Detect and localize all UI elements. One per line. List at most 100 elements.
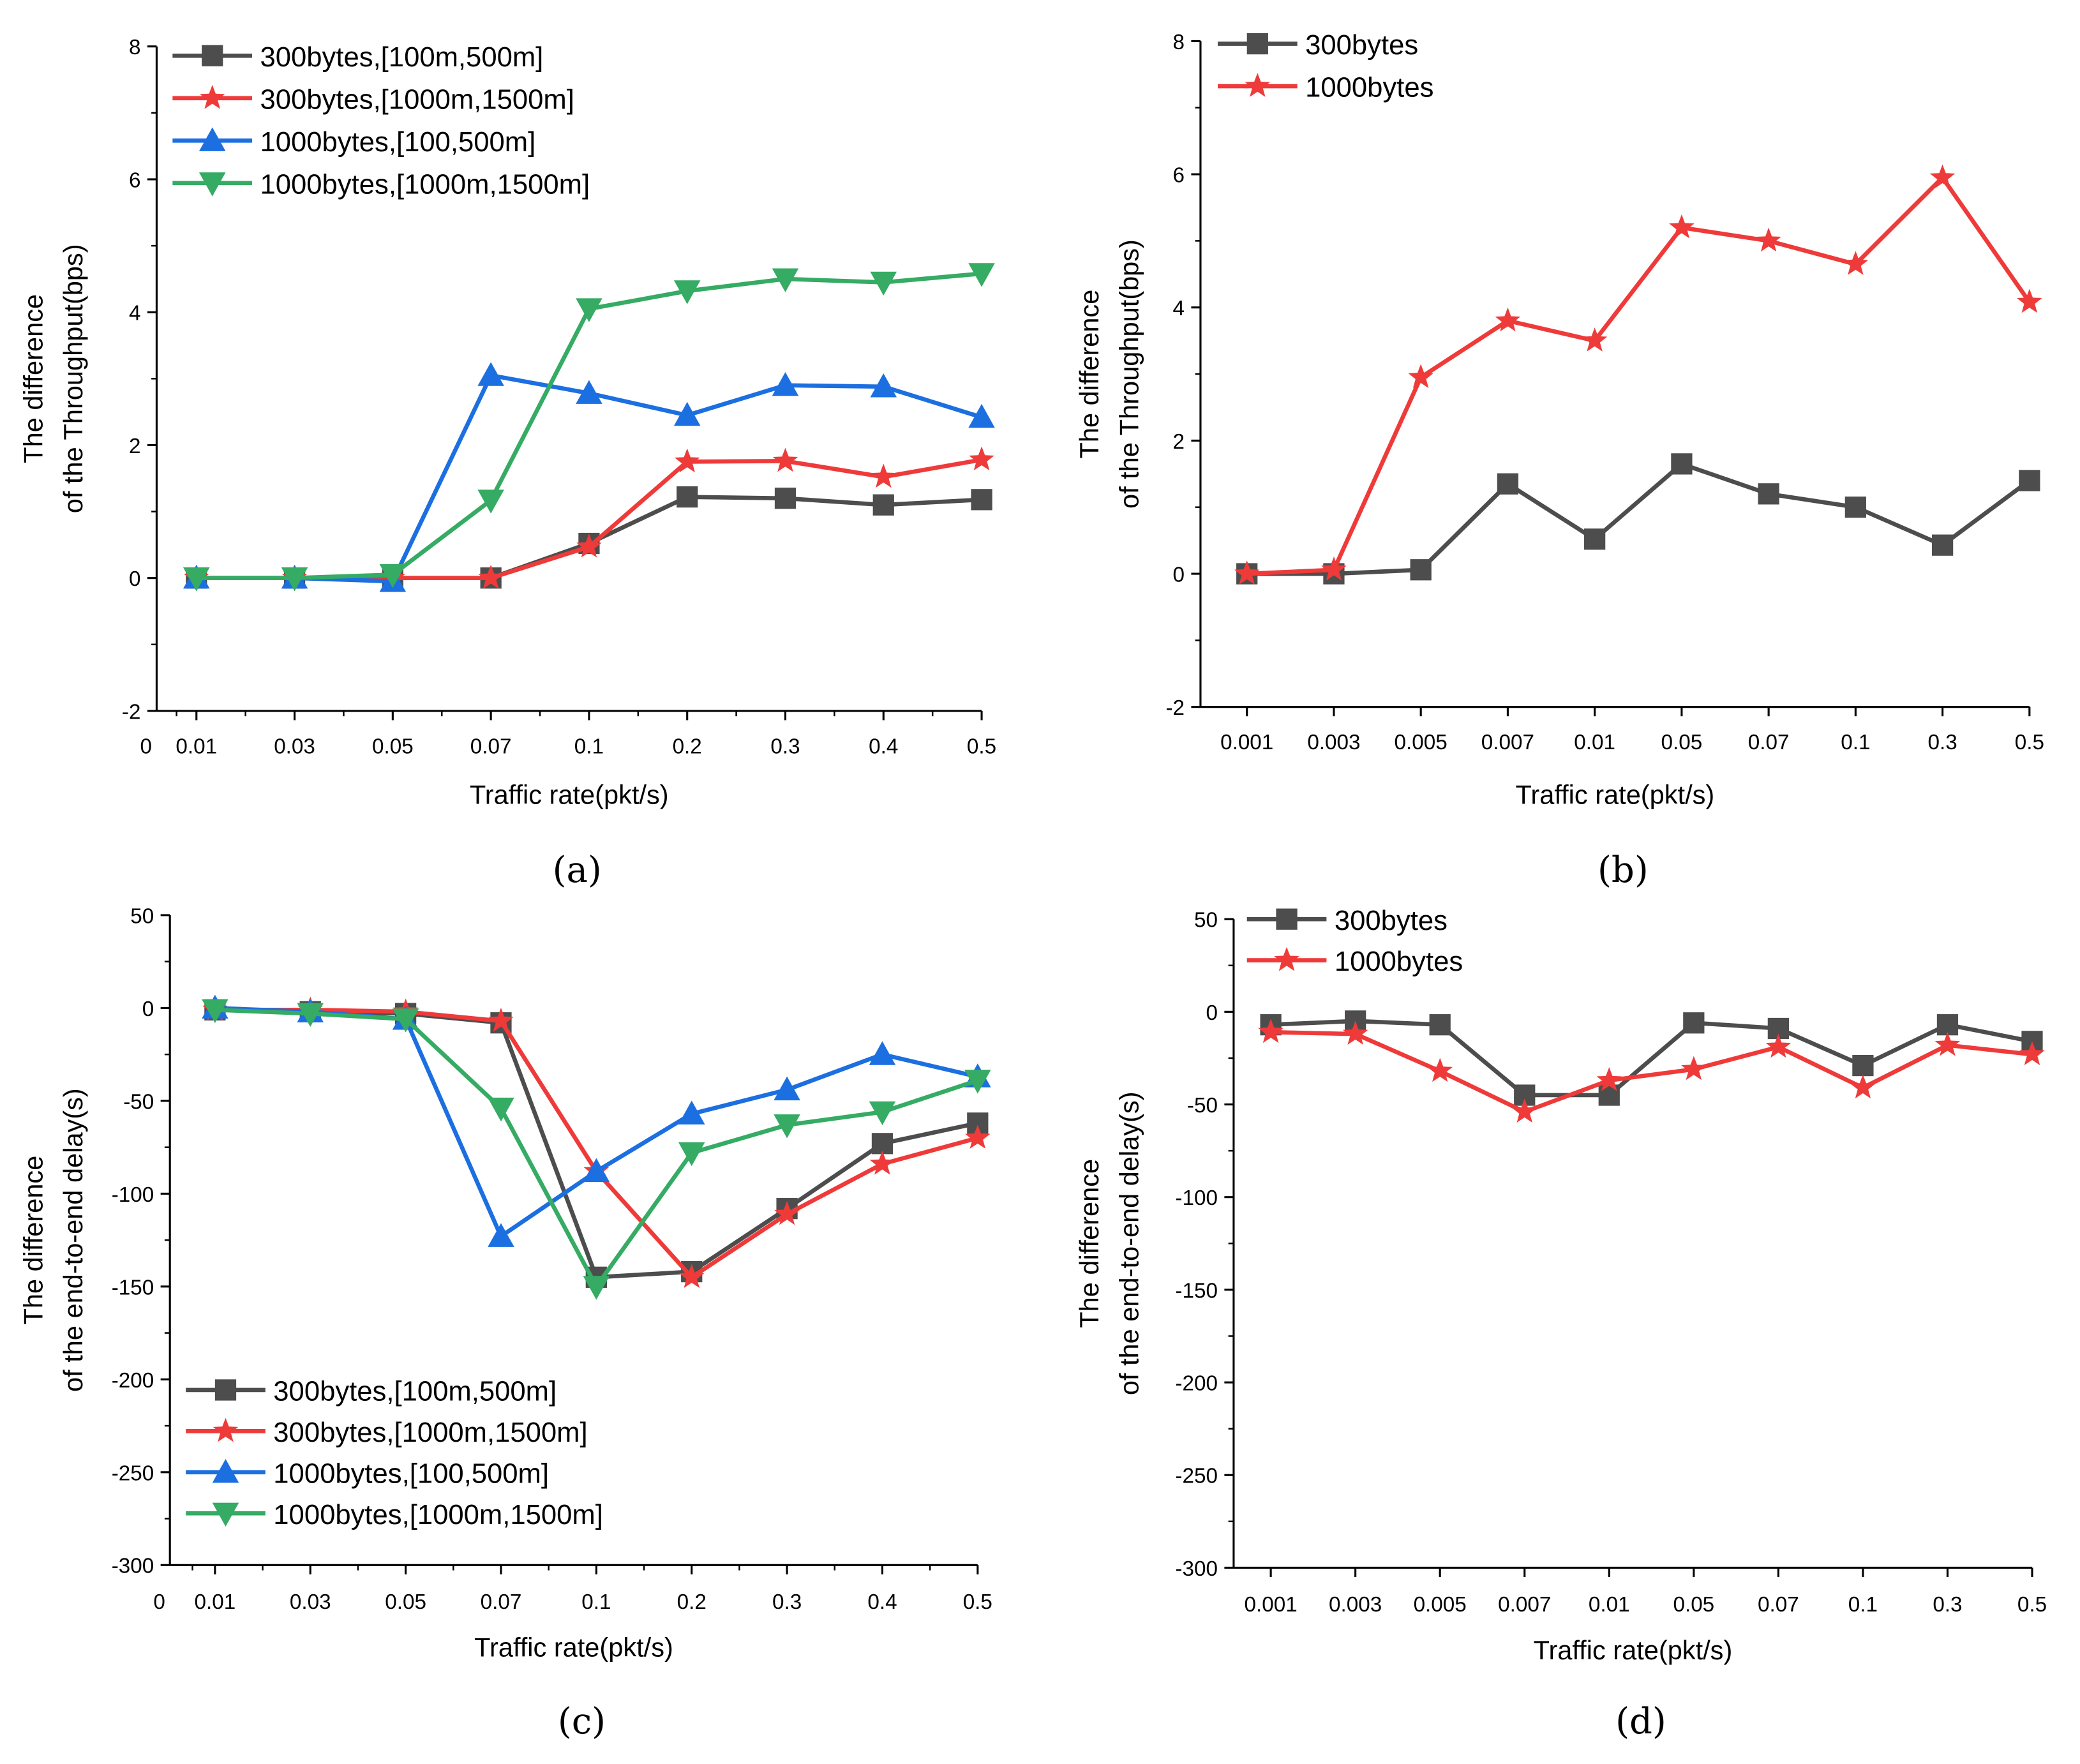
x-tick-label: 0.5 [967,735,996,758]
legend-marker [213,1417,239,1442]
data-point [583,1276,610,1300]
x-tick-label: 0.01 [1589,1593,1630,1617]
y-tick-label: 0 [142,998,154,1021]
y-tick-label: -2 [122,700,141,724]
legend-label: 300bytes,[100m,500m] [260,41,544,73]
data-point [2019,1041,2045,1065]
data-point [583,1158,610,1183]
x-tick-label: 0.007 [1481,731,1534,754]
data-point [1756,227,1781,252]
legend-entry: 1000bytes [1246,946,1463,977]
y-axis-label: of the end-to-end delay(s) [1114,1091,1144,1395]
x-tick-label: 0.4 [869,735,898,758]
x-tick-label: 0.1 [581,1590,611,1614]
legend-label: 1000bytes,[1000m,1500m] [273,1499,603,1530]
y-tick-label: 0 [1173,563,1185,587]
x-tick-label: 0.3 [1927,731,1957,754]
x-tick-label: 0.1 [1848,1593,1878,1617]
legend-label: 300bytes,[1000m,1500m] [273,1417,587,1448]
data-point [1598,1084,1620,1106]
data-point [869,1041,896,1065]
y-tick-label: -200 [1175,1372,1218,1396]
data-point [869,1101,896,1126]
data-point [674,448,700,473]
series-line [214,1008,978,1280]
data-point [477,490,504,514]
data-point [871,1133,894,1155]
data-point [1596,1067,1622,1091]
data-point [1852,1054,1874,1077]
data-point [478,564,504,589]
y-tick-label: -300 [1175,1557,1218,1581]
x-tick-label: 0.3 [1933,1593,1962,1617]
series-square [1260,1010,2043,1106]
data-point [1408,364,1433,389]
series-star [1258,1019,2045,1123]
panel-caption: (a) [553,849,602,891]
x-tick-label: 0.4 [867,1590,897,1614]
series-triangle-down [202,999,991,1300]
x-tick-label: 0.2 [677,1590,707,1614]
legend-entry: 300bytes [1217,29,1418,61]
legend-marker [198,172,226,197]
data-point [1936,1014,1959,1036]
series-square [204,999,989,1288]
data-point [870,271,897,296]
x-tick-label: 0.05 [372,735,414,758]
series-triangle-up [202,994,991,1247]
data-point [1671,453,1693,475]
data-point [488,1223,514,1247]
x-tick-label: 0.07 [481,1590,522,1614]
series-line [1270,1019,2033,1098]
data-point [1497,473,1519,495]
x-axis-label: Traffic rate(pkt/s) [1534,1635,1733,1665]
legend-label: 1000bytes [1305,72,1433,103]
x-tick-label: 0.5 [963,1590,992,1614]
data-point [774,1076,800,1101]
x-tick-label: 0 [153,1590,165,1614]
legend-marker [212,1502,239,1527]
data-point [1321,557,1347,581]
legend-marker [1246,33,1268,55]
x-tick-label: 0.003 [1329,1593,1382,1617]
panel-caption: (b) [1597,849,1649,891]
legend-marker [214,1379,237,1401]
y-tick-label: 0 [129,567,141,591]
chart-panel-b: -2 0 2 4 6 8 0.001 0.003 0.005 0.007 0.01 0.05 0.07 0… [1074,29,2044,891]
chart-panel-a: -2 0 2 4 6 8 0 0.01 0.03 0.05 0.07 0.1 0.2 0.3 0.4 0.5 T… [19,36,996,891]
data-point [774,488,797,509]
data-point [869,1151,895,1175]
data-point [673,280,701,304]
y-tick-label: -150 [1175,1279,1218,1303]
data-point [1495,307,1521,332]
legend-marker [212,1459,239,1483]
series-line [1246,175,2031,576]
data-point [297,1003,324,1027]
y-axis-label: The difference [19,1156,49,1325]
x-tick-label: 0.2 [673,735,702,758]
data-point [183,567,210,592]
data-point [2017,288,2042,313]
x-axis-label: Traffic rate(pkt/s) [470,779,669,809]
data-point [1234,560,1260,585]
data-point [1584,528,1606,550]
series-line [214,1008,978,1289]
x-tick-label: 0.07 [1758,1593,1799,1617]
chart-panel-d: -300 -250 -200 -150 -100 -50 0 50 0.001 0.003 0.00… [1074,905,2047,1742]
y-tick-label: 4 [129,302,141,325]
legend-label: 300bytes [1305,29,1418,61]
data-point [477,362,504,386]
data-point [1511,1098,1538,1123]
data-point [576,298,602,322]
data-point [1410,559,1432,581]
legend-entry: 300bytes,[100m,500m] [186,1376,557,1407]
x-tick-label: 0.3 [770,735,800,758]
data-point [576,380,602,404]
y-tick-label: -200 [112,1369,154,1393]
data-point [964,1070,991,1094]
y-axis-label: The difference [1074,1159,1104,1328]
x-tick-label: 0.03 [290,1590,331,1614]
data-point [1342,1020,1368,1045]
series-line [214,1008,978,1280]
